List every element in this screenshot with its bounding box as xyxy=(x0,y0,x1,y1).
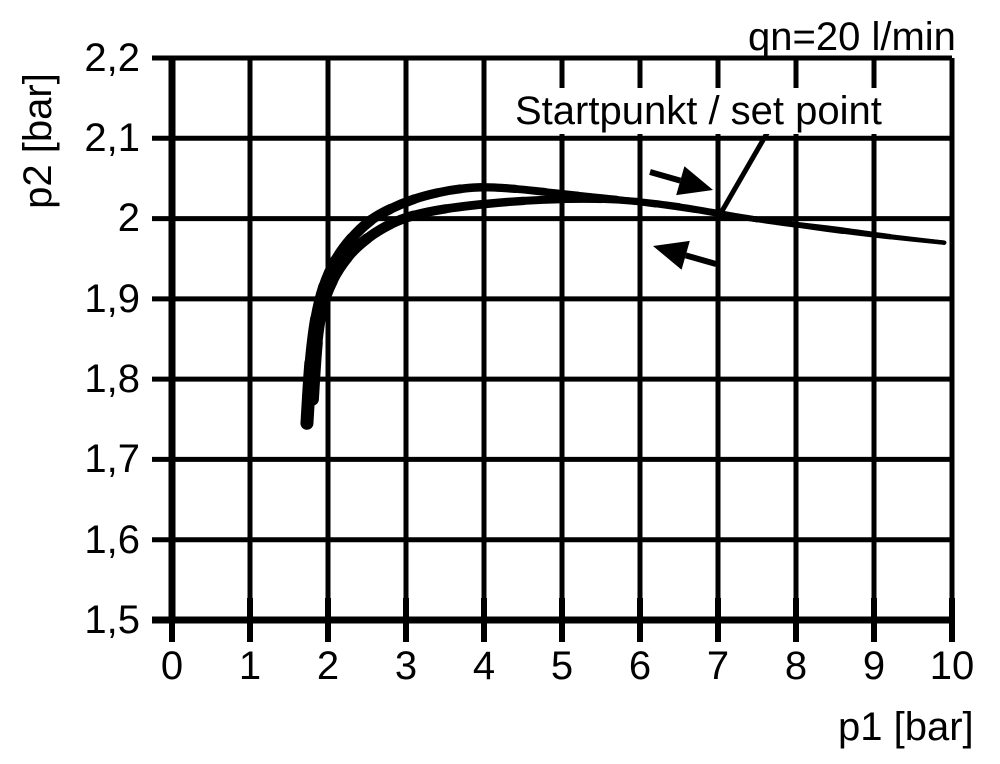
x-tick-label-4: 4 xyxy=(472,644,496,688)
x-tick-label-2: 2 xyxy=(316,644,340,688)
x-tick-label-0: 0 xyxy=(160,644,184,688)
data-curves xyxy=(300,182,947,430)
y-tick-label-2-2: 2,2 xyxy=(84,36,140,80)
x-tick-label-8: 8 xyxy=(784,644,808,688)
y-tick-label-1-6: 1,6 xyxy=(84,518,140,562)
y-tick-label-2-1: 2,1 xyxy=(84,116,140,160)
y-tick-label-1-7: 1,7 xyxy=(84,437,140,481)
y-tick-label-1-9: 1,9 xyxy=(84,277,140,321)
x-tick-label-3: 3 xyxy=(394,644,418,688)
x-tick-label-1: 1 xyxy=(238,644,262,688)
y-tick-label-1-8: 1,8 xyxy=(84,357,140,401)
x-tick-label-5: 5 xyxy=(550,644,574,688)
plot-title: qn=20 l/min xyxy=(748,15,956,59)
annotation-leader-line xyxy=(715,126,773,220)
y-tick-label-2: 2 xyxy=(117,196,140,240)
axis-tick-marks xyxy=(169,598,955,642)
x-tick-label-7: 7 xyxy=(706,644,730,688)
x-tick-label-10: 10 xyxy=(929,644,975,688)
x-tick-label-9: 9 xyxy=(862,644,886,688)
direction-arrows xyxy=(649,166,717,270)
x-axis-title: p1 [bar] xyxy=(838,705,974,749)
grid-lines xyxy=(152,55,955,624)
annotation-set-point-label: Startpunkt / set point xyxy=(512,88,885,134)
y-tick-label-1-5: 1,5 xyxy=(84,598,140,642)
x-tick-label-6: 6 xyxy=(628,644,652,688)
